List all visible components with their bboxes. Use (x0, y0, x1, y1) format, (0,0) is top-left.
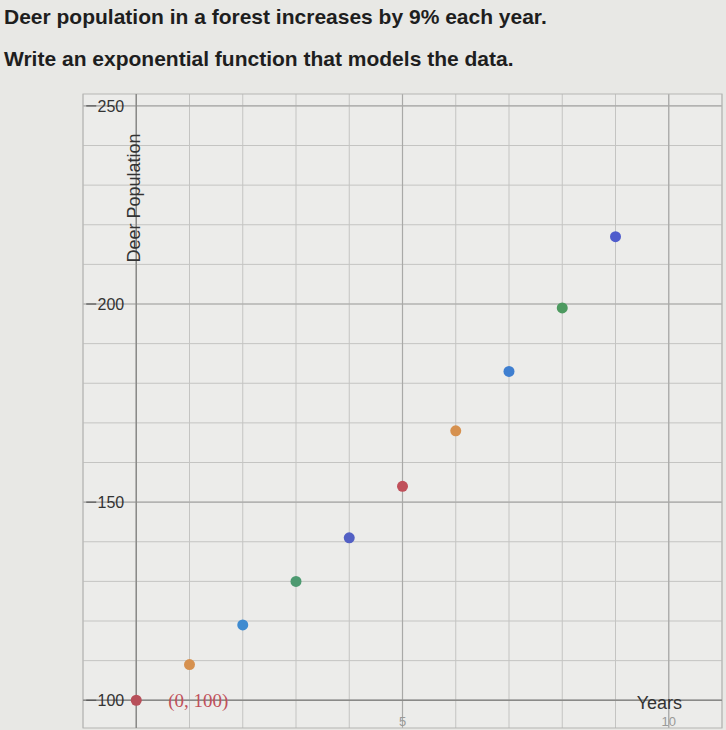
point (291, 576, 302, 587)
grid-line (402, 94, 403, 728)
y-tick (86, 303, 96, 304)
y-tick (86, 502, 96, 503)
plot-area (83, 94, 722, 728)
minor-grid-line (509, 94, 510, 728)
x-tick-label: 10 (662, 714, 676, 729)
y-tick-label: 150 (98, 494, 125, 511)
point (557, 302, 568, 313)
point (237, 619, 248, 630)
minor-grid-line (296, 94, 297, 728)
x-axis-label: Years (637, 693, 682, 713)
point (504, 366, 515, 377)
points (131, 231, 621, 706)
title: Deer population in a forest increases by… (4, 5, 547, 28)
x-tick-label: 5 (399, 714, 406, 729)
grid (83, 94, 722, 728)
minor-grid-line (402, 94, 403, 728)
y-axis-label: Deer Population (124, 133, 144, 262)
point (450, 425, 461, 436)
minor-grid-line (455, 94, 456, 728)
point (344, 532, 355, 543)
minor-grid-line (189, 94, 190, 728)
y-tick-label: 100 (98, 692, 125, 709)
grid-line (668, 94, 669, 728)
minor-grid-line (242, 94, 243, 728)
y-tick (86, 105, 96, 106)
y-tick-label: 200 (98, 296, 125, 313)
y-tick-label: 250 (98, 98, 125, 115)
y-tick (86, 700, 96, 701)
minor-grid-line (615, 94, 616, 728)
minor-grid-line (668, 94, 669, 728)
point (131, 695, 142, 706)
background (0, 0, 726, 730)
minor-grid-line (349, 94, 350, 728)
point (397, 481, 408, 492)
annotation: (0, 100) (168, 690, 228, 712)
minor-grid-line (562, 94, 563, 728)
chart: Deer population in a forest increases by… (0, 0, 726, 730)
plot-frame (83, 94, 722, 728)
subtitle: Write an exponential function that model… (4, 47, 514, 70)
point (610, 231, 621, 242)
point (184, 659, 195, 670)
